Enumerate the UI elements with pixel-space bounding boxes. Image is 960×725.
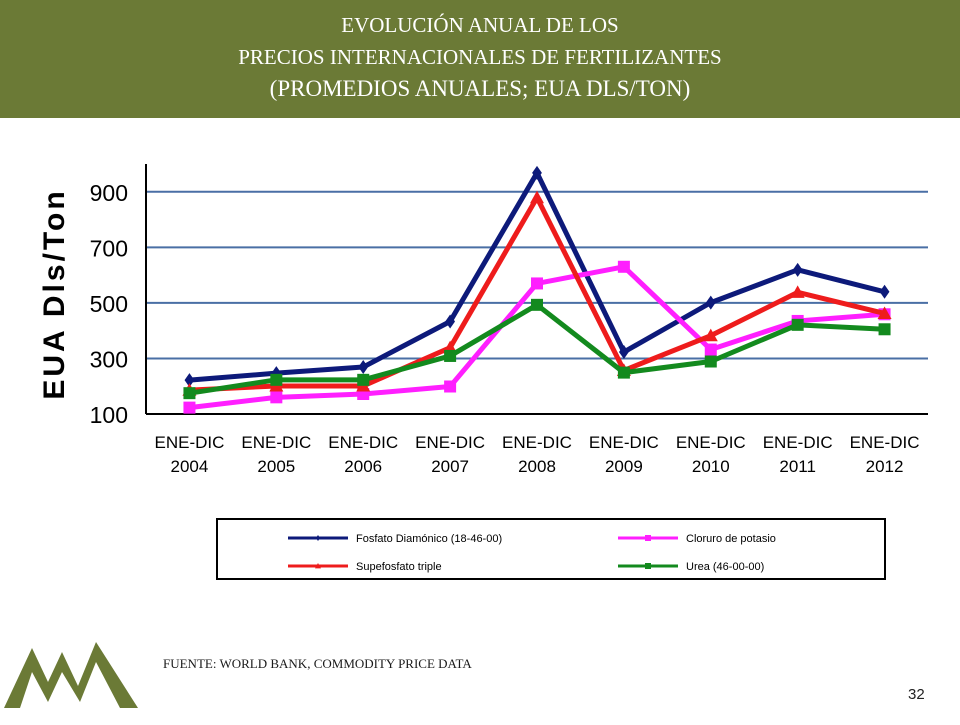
title-banner: EVOLUCIÓN ANUAL DE LOS PRECIOS INTERNACI…: [0, 0, 960, 118]
x-tick-label: 2011: [779, 457, 816, 476]
x-tick-label: 2008: [518, 457, 556, 476]
data-point: [791, 318, 804, 331]
x-tick-label: 2006: [344, 457, 382, 476]
data-point: [704, 355, 717, 368]
data-point: [792, 262, 803, 277]
chart-legend: Fosfato Diamónico (18-46-00) Cloruro de p…: [216, 518, 886, 580]
y-tick-label: 300: [90, 346, 128, 372]
source-note: FUENTE: WORLD BANK, COMMODITY PRICE DATA: [163, 656, 472, 671]
title-line-2: PRECIOS INTERNACIONALES DE FERTILIZANTES: [238, 45, 722, 69]
x-tick-label: 2010: [692, 457, 730, 476]
legend-label: Supefosfato triple: [356, 561, 442, 573]
data-point: [530, 190, 544, 204]
series-line-4: [189, 302, 885, 396]
legend-items: Fosfato Diamónico (18-46-00) Cloruro de p…: [288, 533, 776, 573]
x-tick-label: ENE-DIC: [763, 433, 833, 452]
legend-marker: [315, 563, 321, 569]
series-line-1: [189, 170, 886, 383]
data-point: [705, 295, 716, 310]
y-tick-label: 700: [90, 235, 128, 261]
data-point: [790, 285, 805, 298]
x-tick-label: ENE-DIC: [502, 433, 572, 452]
legend-label: Urea (46-00-00): [686, 561, 764, 573]
data-point: [617, 366, 630, 379]
data-point: [358, 360, 369, 375]
data-point: [445, 314, 456, 329]
data-point: [703, 328, 718, 342]
data-point: [879, 284, 890, 299]
legend-marker: [315, 535, 321, 541]
x-tick-label: ENE-DIC: [676, 433, 746, 452]
data-point: [531, 298, 543, 311]
data-point: [444, 349, 457, 362]
legend-marker: [645, 535, 651, 541]
x-tick-label: 2004: [171, 457, 209, 476]
title-line-3: (PROMEDIOS ANUALES; EUA DLS/TON): [269, 76, 691, 101]
data-point: [444, 380, 457, 393]
data-point: [877, 306, 892, 320]
x-tick-label: 2012: [866, 457, 904, 476]
x-tick-label: 2005: [257, 457, 295, 476]
title-line-1: EVOLUCIÓN ANUAL DE LOS: [341, 13, 619, 37]
data-point: [531, 277, 543, 290]
series-line-3: [189, 195, 886, 393]
y-axis-title: EUA Dls/Ton: [38, 188, 71, 399]
y-tick-label: 900: [90, 180, 128, 206]
data-point: [270, 373, 283, 386]
data-point: [532, 165, 542, 180]
legend-label: Fosfato Diamónico (18-46-00): [356, 533, 502, 545]
x-tick-label: ENE-DIC: [850, 433, 920, 452]
y-tick-label: 500: [90, 291, 128, 317]
legend-marker: [645, 563, 651, 569]
y-tick-label: 100: [90, 402, 128, 428]
data-point: [357, 373, 370, 386]
data-point: [183, 387, 196, 400]
data-point: [618, 345, 629, 360]
x-tick-label: ENE-DIC: [154, 433, 224, 452]
data-point: [183, 401, 196, 414]
x-tick-label: 2007: [431, 457, 469, 476]
data-point: [617, 260, 630, 273]
x-tick-label: ENE-DIC: [415, 433, 485, 452]
logo: [0, 636, 150, 725]
line-chart: 100 300 500 700 900 EUA Dls/Ton ENE-DIC 2004 ENE…: [38, 164, 928, 476]
data-point: [878, 323, 891, 336]
page-number: 32: [908, 686, 925, 703]
legend-label: Cloruro de potasio: [686, 533, 776, 545]
data-point: [704, 343, 717, 356]
x-tick-label: ENE-DIC: [589, 433, 659, 452]
x-tick-label: ENE-DIC: [241, 433, 311, 452]
data-point: [270, 391, 283, 404]
x-tick-label: 2009: [605, 457, 643, 476]
x-tick-label: ENE-DIC: [328, 433, 398, 452]
data-point: [184, 373, 195, 388]
